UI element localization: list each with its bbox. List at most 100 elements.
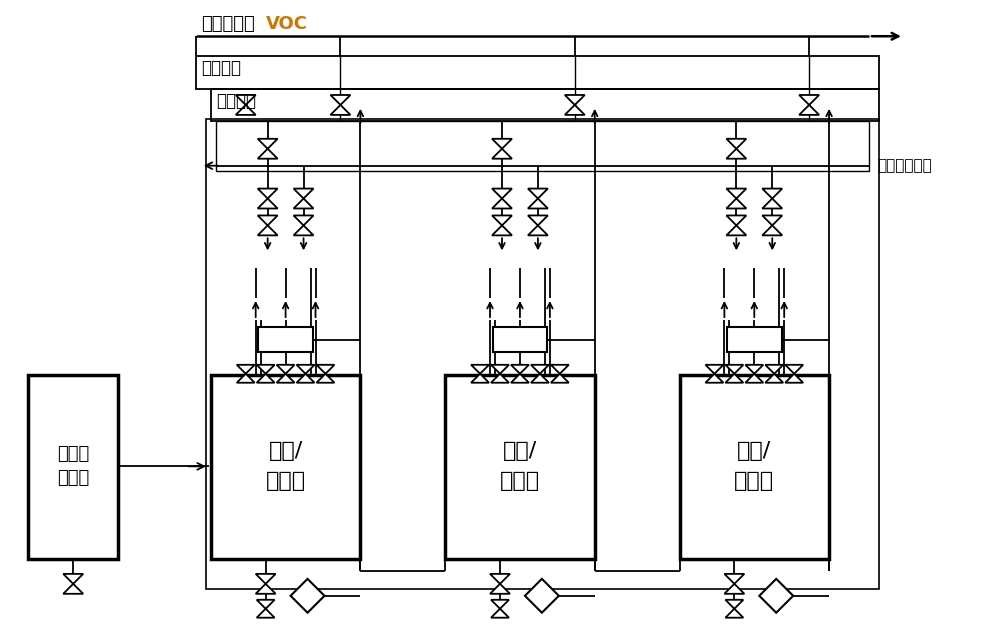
Polygon shape [294,216,314,225]
Bar [196,56,879,89]
Polygon shape [258,198,278,209]
Polygon shape [528,225,548,235]
Polygon shape [492,198,512,209]
Polygon shape [317,374,334,383]
Polygon shape [799,95,819,105]
Bar [727,327,782,352]
Polygon shape [531,374,549,383]
Polygon shape [294,189,314,198]
Polygon shape [291,579,324,612]
Polygon shape [257,374,275,383]
Polygon shape [762,216,782,225]
Text: 三级尾气去: 三级尾气去 [201,15,255,33]
Polygon shape [726,198,746,209]
Text: 反应/: 反应/ [503,441,537,461]
Polygon shape [257,600,275,609]
Polygon shape [528,189,548,198]
Polygon shape [762,189,782,198]
Text: 吸收釜: 吸收釜 [500,471,540,491]
Polygon shape [492,225,512,235]
Polygon shape [726,149,746,159]
Polygon shape [705,365,723,374]
Polygon shape [745,365,763,374]
Polygon shape [725,365,743,374]
Polygon shape [551,365,569,374]
Text: 吸收釜: 吸收釜 [734,471,774,491]
Polygon shape [236,95,256,105]
Polygon shape [317,365,334,374]
Polygon shape [762,198,782,209]
Polygon shape [277,374,295,383]
Polygon shape [237,374,255,383]
Polygon shape [799,105,819,115]
Polygon shape [565,105,585,115]
Polygon shape [492,216,512,225]
Polygon shape [294,225,314,235]
Polygon shape [528,198,548,209]
Polygon shape [63,574,83,584]
Text: 一级尾气: 一级尾气 [216,92,256,110]
Polygon shape [785,365,803,374]
Polygon shape [725,609,743,618]
Polygon shape [491,600,509,609]
Polygon shape [725,600,743,609]
Polygon shape [726,225,746,235]
Polygon shape [258,216,278,225]
Polygon shape [330,105,350,115]
Text: 二氧化硫气体: 二氧化硫气体 [877,158,932,173]
Polygon shape [785,374,803,383]
Polygon shape [490,584,510,594]
Polygon shape [257,365,275,374]
Polygon shape [511,374,529,383]
Polygon shape [724,574,744,584]
Polygon shape [237,365,255,374]
Polygon shape [63,584,83,594]
Polygon shape [726,139,746,149]
Polygon shape [726,216,746,225]
Text: 二级尾气: 二级尾气 [201,59,241,77]
Bar [493,327,547,352]
Bar [680,375,829,559]
Polygon shape [765,374,783,383]
Polygon shape [258,139,278,149]
Polygon shape [236,105,256,115]
Bar [216,121,869,170]
Polygon shape [256,584,276,594]
Polygon shape [490,574,510,584]
Polygon shape [258,225,278,235]
Text: VOC: VOC [266,15,308,33]
Text: 硫酸钓: 硫酸钓 [57,445,89,463]
Text: 反应/: 反应/ [268,441,303,461]
Polygon shape [745,374,763,383]
Polygon shape [257,609,275,618]
Polygon shape [471,374,489,383]
Polygon shape [277,365,295,374]
Polygon shape [565,95,585,105]
Polygon shape [330,95,350,105]
Polygon shape [492,139,512,149]
Polygon shape [765,365,783,374]
Polygon shape [759,579,793,612]
Polygon shape [726,189,746,198]
Bar [28,375,118,559]
Bar [211,89,879,121]
Polygon shape [297,374,315,383]
Polygon shape [531,365,549,374]
Polygon shape [256,574,276,584]
Polygon shape [491,609,509,618]
Polygon shape [705,374,723,383]
Polygon shape [492,189,512,198]
Polygon shape [725,374,743,383]
Polygon shape [528,216,548,225]
Polygon shape [258,149,278,159]
Polygon shape [297,365,315,374]
Bar [211,375,360,559]
Text: 处理釜: 处理釜 [57,470,89,487]
Polygon shape [762,225,782,235]
Polygon shape [492,149,512,159]
Polygon shape [294,198,314,209]
Polygon shape [525,579,559,612]
Polygon shape [491,374,509,383]
Polygon shape [724,584,744,594]
Polygon shape [491,365,509,374]
